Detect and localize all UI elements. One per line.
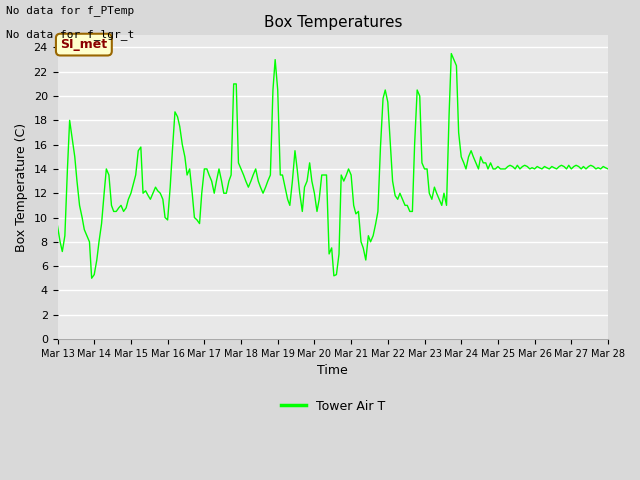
Title: Box Temperatures: Box Temperatures [264,15,402,30]
Text: No data for f_PTemp: No data for f_PTemp [6,5,134,16]
Y-axis label: Box Temperature (C): Box Temperature (C) [15,122,28,252]
Text: SI_met: SI_met [60,38,108,51]
X-axis label: Time: Time [317,364,348,377]
Legend: Tower Air T: Tower Air T [276,395,390,418]
Text: No data for f_lgr_t: No data for f_lgr_t [6,29,134,40]
